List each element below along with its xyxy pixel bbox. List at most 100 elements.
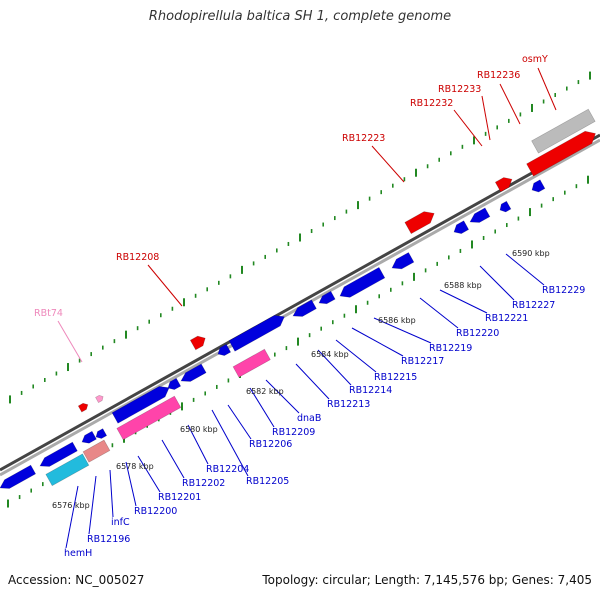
gene-shape <box>404 211 435 235</box>
gene-arrow[interactable] <box>291 299 317 320</box>
gene-arrow[interactable] <box>189 333 208 351</box>
label-leaders <box>57 67 557 549</box>
gene-shape <box>111 386 170 424</box>
gene-arrow[interactable] <box>166 377 182 392</box>
gene-labels: 6576 kbp 6578 kbp 6580 kbp 6582 kbp 6584 kbp… <box>34 54 585 559</box>
gene-shape <box>453 220 470 234</box>
gene-shape <box>189 335 206 351</box>
lower-gene-label[interactable]: RB12201 <box>158 492 201 503</box>
lower-gene-label[interactable]: RB12200 <box>134 506 177 517</box>
upper-gene-label[interactable]: RB12233 <box>438 84 481 95</box>
gene-shape <box>232 348 271 378</box>
gene-arrow[interactable] <box>80 430 97 446</box>
lower-gene-label[interactable]: RB12206 <box>249 439 292 450</box>
gene-arrow[interactable] <box>530 179 546 195</box>
genome-summary-text: Topology: circular; Length: 7,145,576 bp… <box>262 573 592 587</box>
label-leader-line <box>147 264 183 307</box>
gene-shape <box>391 252 415 270</box>
gene-arrow[interactable] <box>317 290 336 307</box>
lower-gene-label[interactable]: RB12205 <box>246 476 289 487</box>
label-leader-line <box>371 145 405 183</box>
label-leader-line <box>505 253 545 286</box>
lower-gene-label[interactable]: RB12217 <box>401 356 444 367</box>
lower-gene-label[interactable]: RB12214 <box>349 385 392 396</box>
lower-gene-label[interactable]: RB12209 <box>272 427 315 438</box>
kbp-scale-label: 6576 kbp <box>52 501 90 510</box>
gene-arrow[interactable] <box>116 395 182 441</box>
gene-arrow[interactable] <box>531 108 596 154</box>
gene-arrow[interactable] <box>232 348 271 378</box>
kbp-scale-label: 6582 kbp <box>246 387 284 396</box>
gene-arrow[interactable] <box>337 266 386 301</box>
gene-arrow[interactable] <box>111 383 172 424</box>
label-leader-line <box>227 404 252 440</box>
gene-arrow[interactable] <box>216 343 232 358</box>
lower-gene-label[interactable]: RB12213 <box>327 399 370 410</box>
label-leader-line <box>481 95 491 141</box>
gene-arrow[interactable] <box>526 127 599 177</box>
gene-arrow[interactable] <box>95 394 105 404</box>
lower-gene-label[interactable]: hemH <box>64 548 92 559</box>
gene-shape <box>228 315 285 352</box>
gene-shape <box>531 179 546 193</box>
gene-shape <box>180 363 207 382</box>
lower-gene-label[interactable]: RB12204 <box>206 464 249 475</box>
gene-arrow[interactable] <box>468 207 491 226</box>
gene-arrow[interactable] <box>494 174 514 193</box>
gene-arrow[interactable] <box>228 312 287 352</box>
label-leader-line <box>373 317 432 344</box>
gene-arrow[interactable] <box>94 428 108 441</box>
lower-gene-label[interactable]: infC <box>111 517 130 528</box>
gene-shape <box>469 207 491 223</box>
label-leader-line <box>335 339 377 373</box>
gene-shape <box>95 395 104 404</box>
upper-gene-label[interactable]: RBt74 <box>34 308 63 319</box>
gene-shape <box>45 453 90 487</box>
lower-gene-label[interactable]: RB12229 <box>542 285 585 296</box>
gene-shape <box>82 439 111 463</box>
gene-arrow[interactable] <box>45 453 90 487</box>
gene-arrow[interactable] <box>498 200 512 214</box>
gene-shape <box>116 395 182 441</box>
label-leader-line <box>439 289 488 314</box>
lower-gene-label[interactable]: RB12215 <box>374 372 417 383</box>
upper-gene-label[interactable]: RB12223 <box>342 133 385 144</box>
upper-gene-label[interactable]: RB12236 <box>477 70 520 81</box>
gene-shape <box>292 299 317 317</box>
label-leader-line <box>187 424 209 465</box>
gene-arrow[interactable] <box>404 208 438 235</box>
upper-gene-label[interactable]: RB12208 <box>116 252 159 263</box>
accession-text: Accession: NC_005027 <box>8 573 145 587</box>
gene-arrow[interactable] <box>0 464 37 492</box>
gene-arrow[interactable] <box>179 363 207 385</box>
label-leader-line <box>265 379 300 414</box>
lower-gene-label[interactable]: RB12221 <box>485 313 528 324</box>
gene-shape <box>499 200 512 213</box>
label-leader-line <box>137 455 161 493</box>
kbp-scale-label: 6590 kbp <box>512 249 550 258</box>
tick-marks <box>7 71 591 508</box>
label-leader-line <box>499 83 521 125</box>
genome-title: Rhodopirellula baltica SH 1, complete ge… <box>148 9 452 24</box>
kbp-scale-label: 6578 kbp <box>116 462 154 471</box>
gene-arrow[interactable] <box>77 402 89 413</box>
lower-gene-label[interactable]: dnaB <box>297 413 321 424</box>
lower-gene-label[interactable]: RB12219 <box>429 343 472 354</box>
gene-arrow[interactable] <box>389 252 415 272</box>
label-leader-line <box>317 349 352 386</box>
lower-gene-label[interactable]: RB12227 <box>512 300 555 311</box>
gene-shape <box>318 290 336 305</box>
gene-arrow[interactable] <box>452 220 470 237</box>
lower-gene-label[interactable]: RB12196 <box>87 534 130 545</box>
gene-shape <box>531 108 596 154</box>
gene-arrow[interactable] <box>38 441 78 470</box>
lower-gene-label[interactable]: RB12220 <box>456 328 499 339</box>
upper-gene-label[interactable]: osmY <box>522 54 548 65</box>
lower-gene-label[interactable]: RB12202 <box>182 478 225 489</box>
upper-gene-label[interactable]: RB12232 <box>410 98 453 109</box>
label-leader-line <box>57 320 83 363</box>
gene-shape <box>77 402 89 413</box>
gene-arrow[interactable] <box>82 439 111 463</box>
gene-shape <box>0 464 37 489</box>
